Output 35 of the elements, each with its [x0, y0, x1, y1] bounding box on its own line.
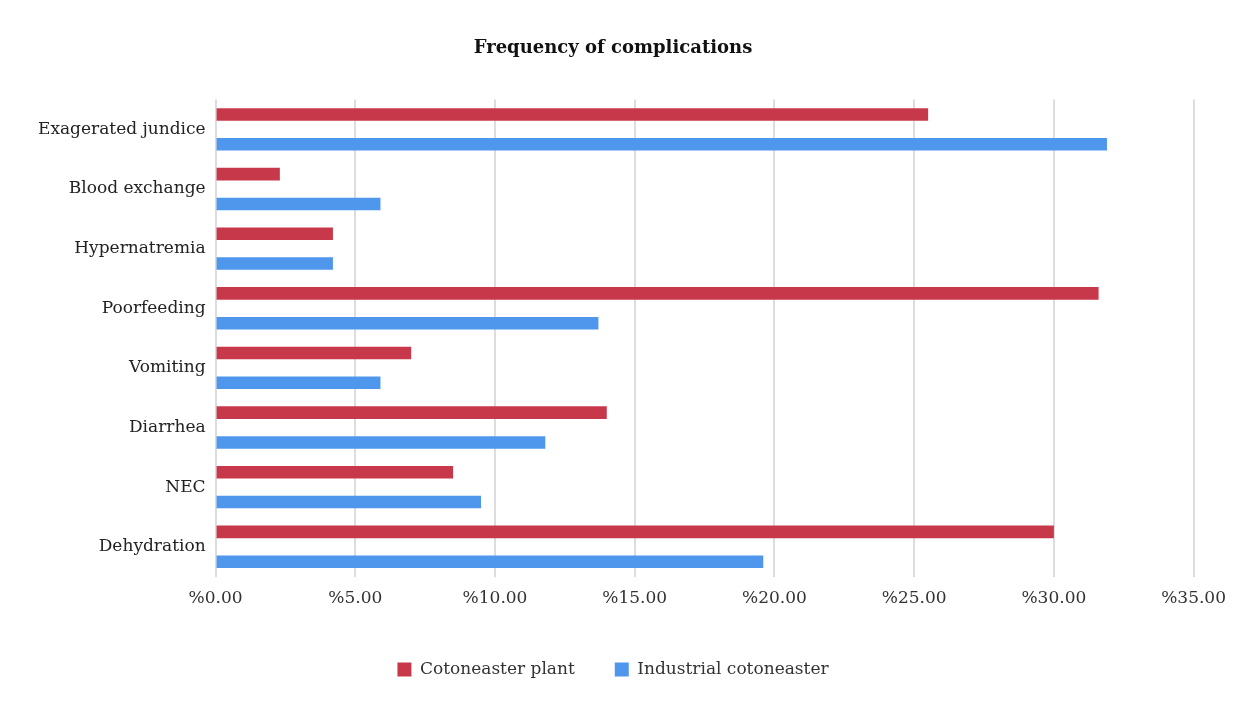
bar: [216, 495, 482, 509]
y-tick-label: Vomiting: [127, 356, 206, 377]
x-tick-label: %10.00: [462, 587, 528, 608]
y-tick-label: Poorfeeding: [101, 296, 206, 317]
y-tick-label: Dehydration: [98, 535, 206, 556]
bar: [216, 555, 764, 568]
bar: [216, 257, 333, 270]
bar: [216, 227, 333, 241]
x-tick-label: %5.00: [328, 587, 383, 608]
bar: [216, 287, 1099, 300]
legend-label: Industrial cotoneaster: [637, 657, 830, 678]
bar: [216, 197, 381, 211]
bar: [216, 108, 929, 121]
x-tick-label: %20.00: [742, 587, 807, 608]
y-tick-label: Diarrhea: [128, 415, 206, 436]
bar: [216, 167, 280, 181]
bar: [216, 138, 1107, 151]
bar: [216, 376, 381, 390]
bar: [216, 316, 599, 330]
x-tick-label: %35.00: [1161, 587, 1226, 608]
legend-label: Cotoneaster plant: [419, 657, 575, 678]
x-tick-label: %0.00: [188, 587, 243, 608]
bar: [216, 436, 546, 449]
x-tick-label: %30.00: [1021, 587, 1087, 608]
bar: [216, 346, 412, 360]
y-tick-label: Exagerated jundice: [37, 117, 206, 138]
bar: [216, 466, 454, 479]
bar: [216, 406, 607, 419]
y-tick-label: Blood exchange: [68, 177, 206, 198]
y-tick-label: Hypernatremia: [74, 237, 206, 258]
x-tick-label: %25.00: [881, 587, 947, 608]
bar: [216, 525, 1054, 539]
y-tick-label: NEC: [165, 475, 206, 496]
chart-title: Frequency of complications: [473, 36, 753, 58]
x-tick-label: %15.00: [602, 587, 668, 608]
